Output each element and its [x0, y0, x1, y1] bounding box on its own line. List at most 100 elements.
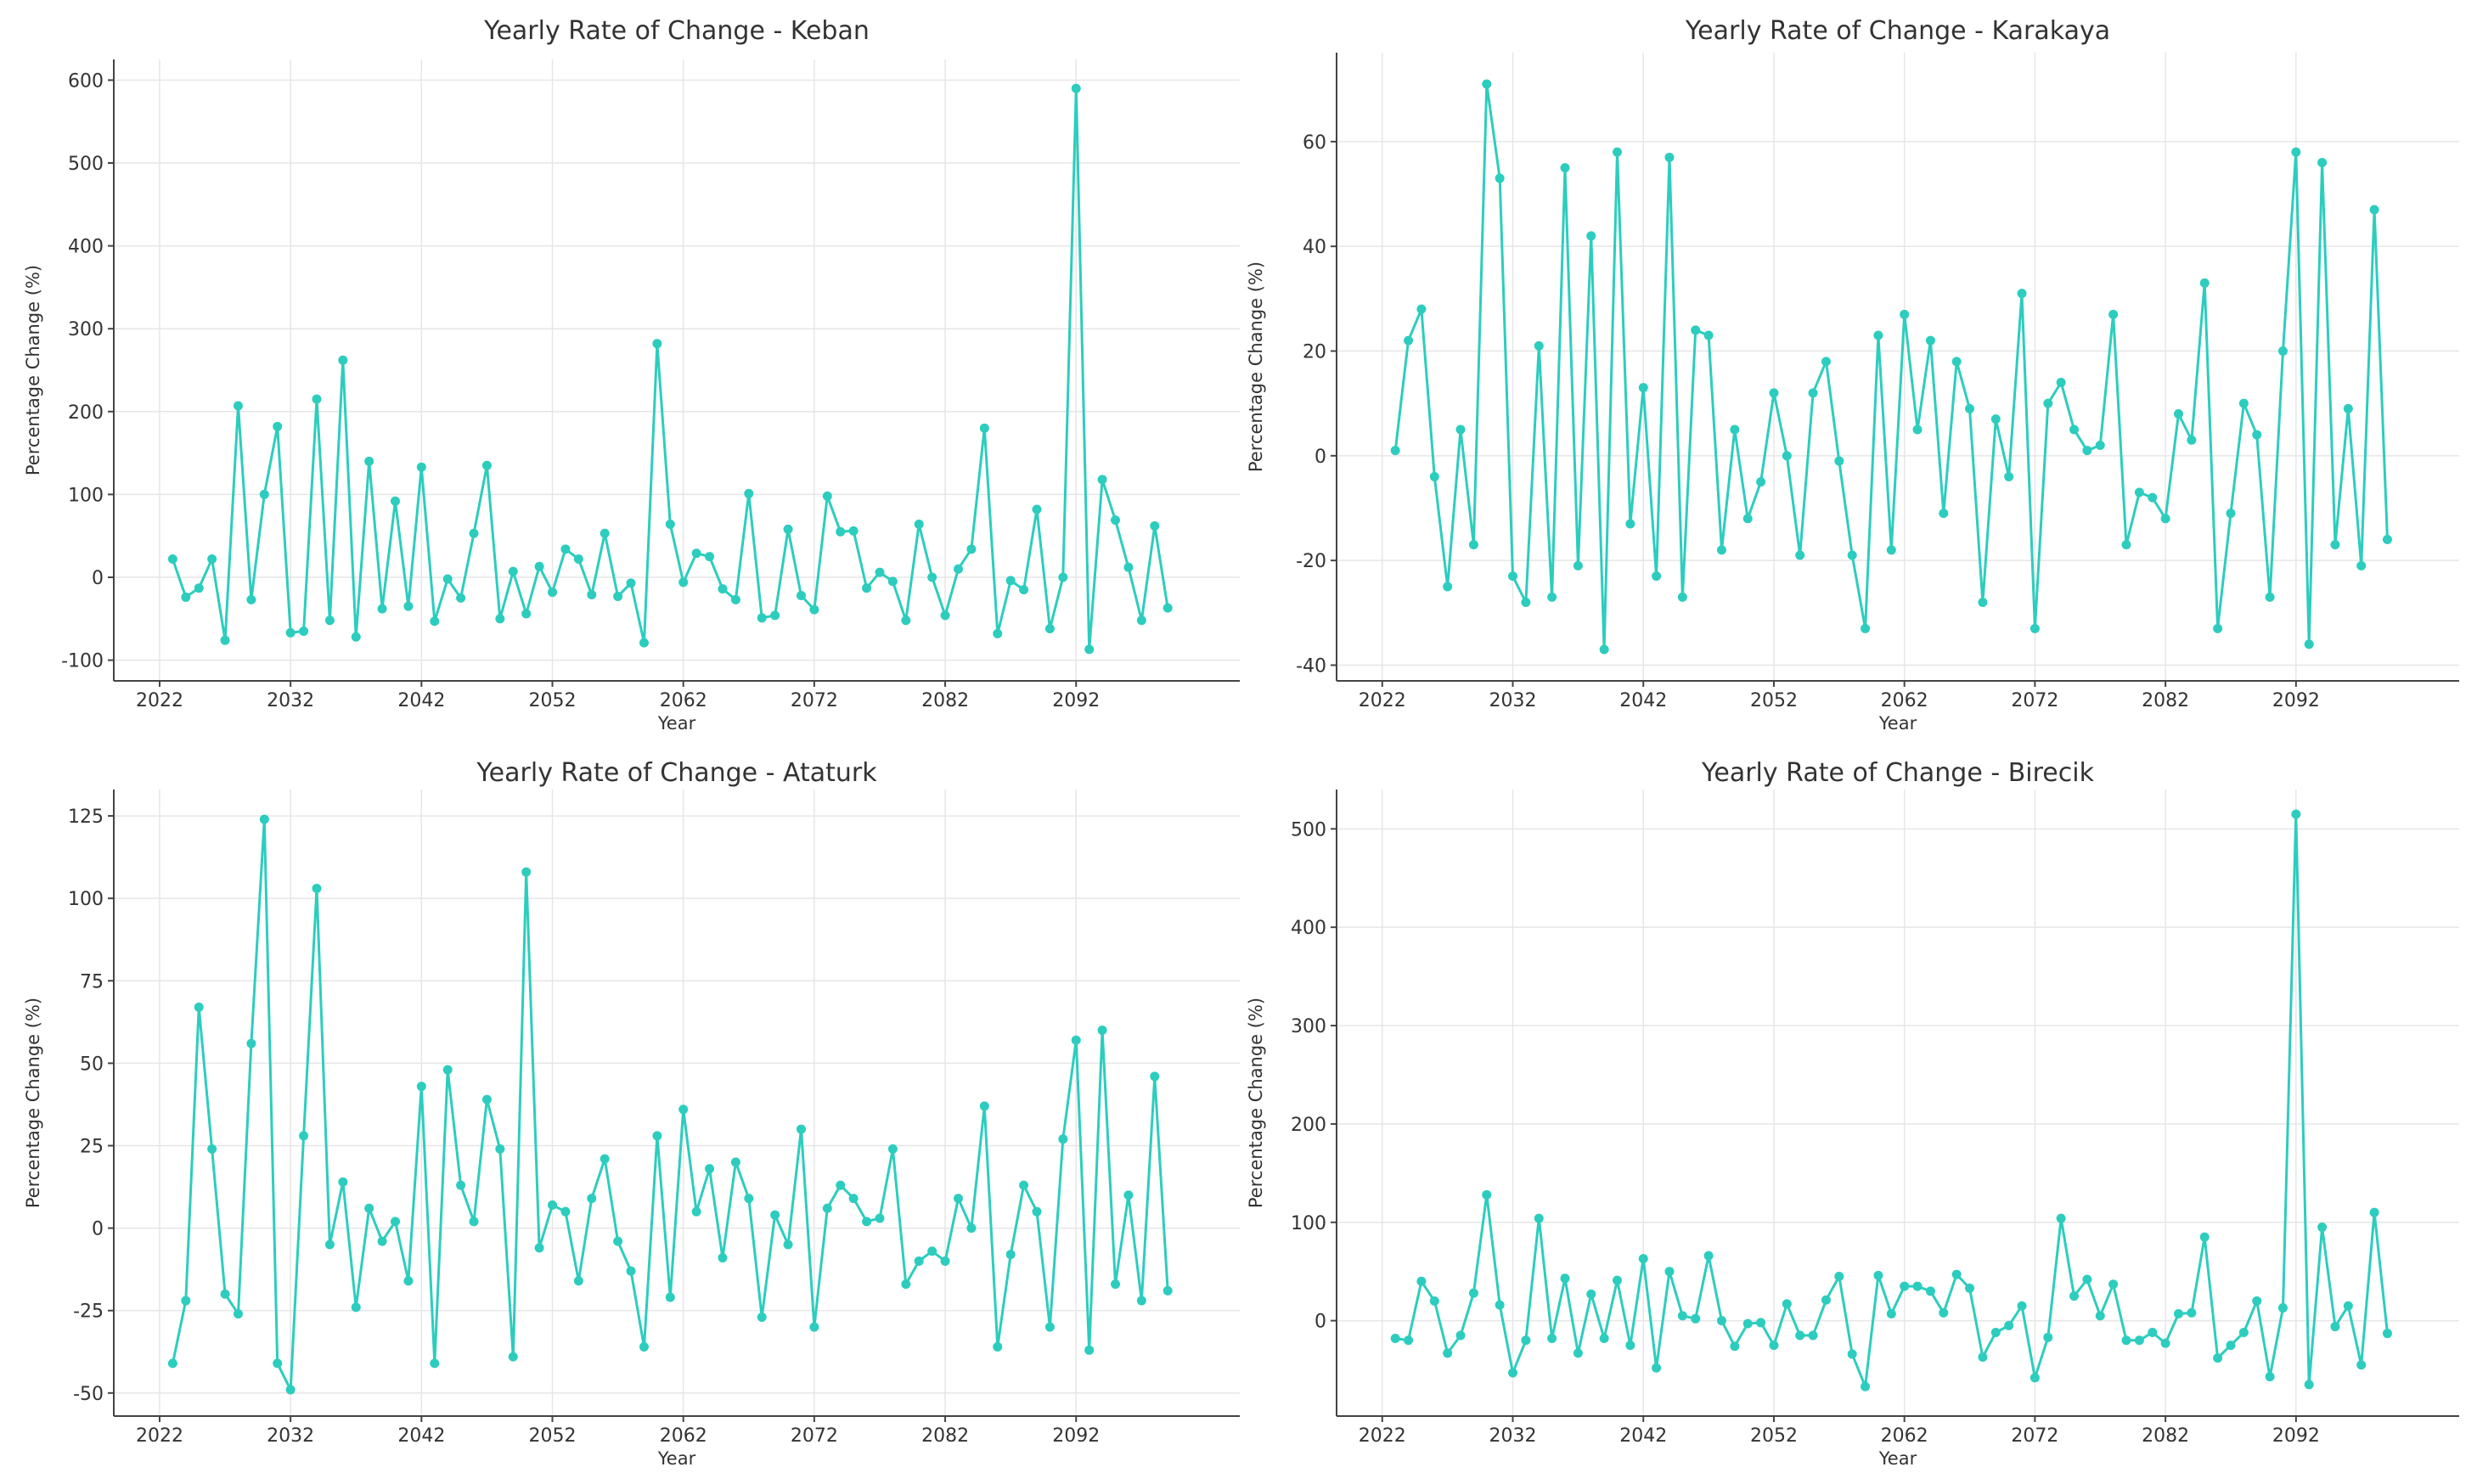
y-tick-label: 25	[80, 1136, 104, 1157]
data-point	[1404, 1335, 1414, 1346]
data-point	[1782, 1299, 1792, 1309]
data-point	[2317, 158, 2328, 167]
data-point	[1978, 598, 1988, 607]
data-point	[1097, 475, 1107, 485]
data-point	[1455, 1330, 1466, 1341]
data-point	[979, 1101, 989, 1111]
data-point	[1652, 571, 1662, 582]
x-tick-label: 2032	[1489, 1425, 1537, 1447]
data-point	[1005, 576, 1016, 586]
x-tick-label: 2072	[791, 690, 838, 711]
data-point	[1638, 1254, 1648, 1264]
y-tick-label: 300	[68, 319, 104, 340]
data-point	[481, 1094, 492, 1105]
x-tick-label: 2092	[1052, 690, 1100, 711]
y-tick-label: 300	[1291, 1016, 1326, 1037]
data-point	[1547, 592, 1557, 602]
x-tick-label: 2042	[1619, 690, 1667, 711]
data-point	[1482, 79, 1492, 89]
data-point	[2238, 398, 2249, 408]
y-tick-label: 0	[1314, 1312, 1326, 1333]
data-point	[2317, 1223, 2328, 1233]
data-point	[1912, 424, 1922, 435]
y-tick-label: 600	[68, 70, 104, 92]
chart-panel-birecik: 2022 2032 2042 2052 2062 2072 2082 2092 0 100 200 3…	[1238, 742, 2476, 1484]
data-point	[416, 462, 426, 472]
chart-svg-karakaya: 2022 2032 2042 2052 2062 2072 2082 2092 -40 -20 0 2…	[1246, 16, 2459, 734]
data-point	[652, 1131, 662, 1141]
data-point	[2108, 1279, 2119, 1290]
y-tick-label: 40	[1303, 237, 1326, 258]
data-point	[469, 528, 479, 538]
chart-svg-keban: 2022 2032 2042 2052 2062 2072 2082 2092 -100 0 100…	[23, 16, 1240, 734]
data-point	[1508, 1368, 1518, 1378]
data-point	[1939, 509, 1949, 519]
x-tick-label: 2022	[136, 1425, 183, 1447]
data-point	[1521, 1335, 1531, 1346]
y-tick-label: 75	[80, 971, 104, 992]
y-tick-label: 400	[68, 237, 104, 258]
data-point	[954, 564, 963, 574]
data-point	[2029, 1373, 2040, 1383]
y-tick-label: 60	[1303, 132, 1326, 154]
data-point	[1990, 1328, 2001, 1338]
y-tick-label: 100	[68, 485, 104, 506]
data-point	[246, 594, 256, 604]
data-point	[1782, 451, 1792, 461]
data-point	[783, 1239, 793, 1250]
data-point	[979, 423, 989, 433]
data-point	[1123, 1190, 1134, 1200]
data-point	[1416, 1276, 1427, 1286]
data-point	[324, 1239, 335, 1250]
chart-panel-ataturk: 2022 2032 2042 2052 2062 2072 2082 2092 -50 -25 0 2…	[0, 742, 1240, 1484]
data-point	[2056, 1213, 2066, 1223]
data-point	[1925, 1286, 1935, 1296]
data-point	[1111, 1279, 1121, 1290]
data-point	[377, 1236, 387, 1246]
data-point	[1795, 550, 1805, 560]
data-point	[2199, 278, 2210, 288]
data-point	[2056, 378, 2066, 387]
data-point	[1691, 1313, 1701, 1324]
y-tick-label: 500	[1291, 819, 1326, 840]
y-tick-label: 0	[92, 568, 104, 589]
data-point	[469, 1217, 479, 1227]
data-point	[600, 1154, 610, 1164]
data-point	[966, 1223, 977, 1234]
data-point	[338, 1177, 348, 1187]
chart-title: Yearly Rate of Change - Birecik	[1701, 758, 2095, 788]
data-point	[1495, 1300, 1505, 1310]
data-point	[822, 1203, 832, 1213]
data-point	[1044, 1322, 1055, 1332]
data-point	[940, 1256, 950, 1266]
data-point	[391, 1217, 400, 1227]
data-point	[2108, 309, 2119, 319]
data-point	[1468, 540, 1478, 550]
y-tick-label: -50	[73, 1384, 104, 1405]
data-point	[600, 528, 610, 538]
data-point	[862, 583, 872, 593]
x-tick-label: 2082	[2142, 1425, 2189, 1447]
data-point	[1560, 163, 1570, 173]
data-point	[836, 1180, 846, 1190]
data-point	[430, 616, 440, 627]
data-point	[1404, 335, 1414, 346]
data-point	[2095, 1311, 2105, 1321]
data-point	[796, 1124, 806, 1134]
data-point	[2043, 1332, 2053, 1342]
data-point	[285, 1385, 296, 1395]
data-point	[822, 491, 832, 501]
data-point	[167, 1358, 177, 1369]
data-point	[875, 1213, 885, 1223]
data-point	[1521, 598, 1531, 607]
x-tick-label: 2022	[1359, 1425, 1406, 1447]
data-point	[2291, 147, 2301, 157]
data-point	[940, 610, 950, 621]
data-point	[508, 566, 518, 576]
data-point	[312, 394, 322, 404]
data-point	[2356, 1360, 2367, 1370]
x-tick-label: 2062	[1881, 1425, 1928, 1447]
data-point	[1873, 330, 1883, 340]
data-point	[1150, 1071, 1160, 1082]
data-point	[194, 1002, 204, 1012]
